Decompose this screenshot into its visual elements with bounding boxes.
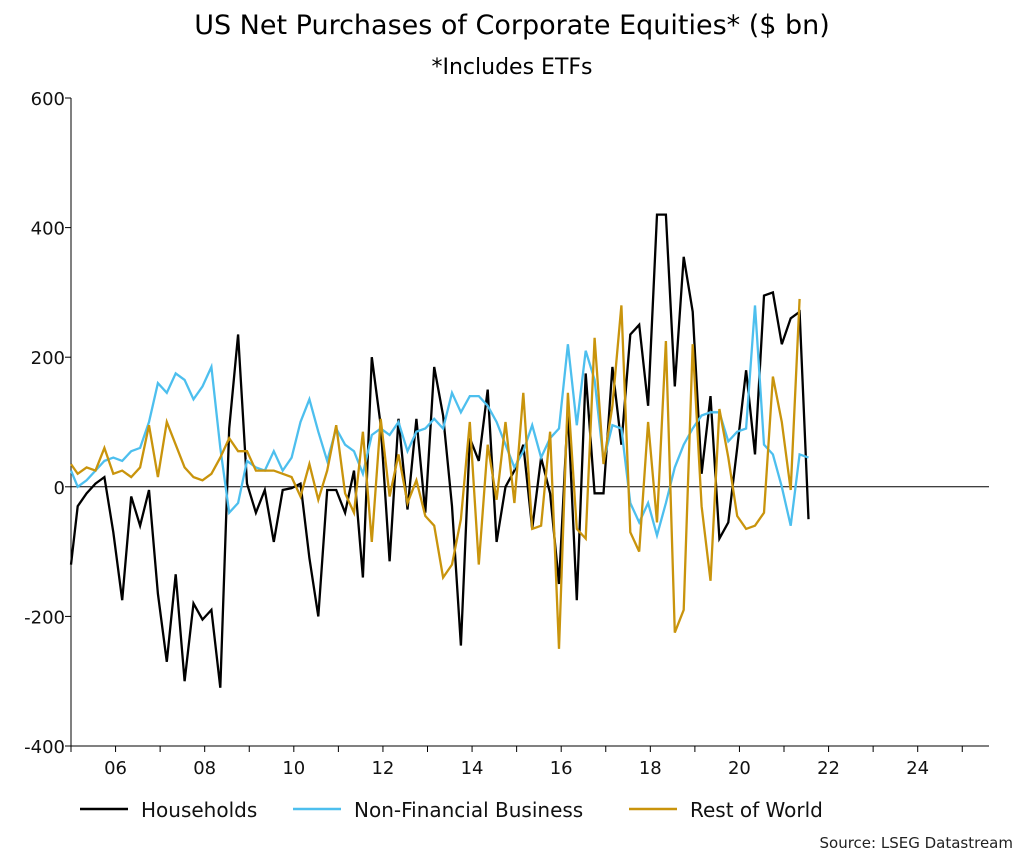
legend: Households Non-Financial Business Rest o…	[80, 798, 823, 822]
y-tick-label: -400	[24, 737, 65, 758]
chart-title: US Net Purchases of Corporate Equities* …	[194, 10, 830, 41]
x-tick-label: 22	[817, 758, 840, 779]
x-tick-label: 14	[461, 758, 484, 779]
y-tick-label: 400	[31, 219, 65, 240]
series-line-households	[69, 213, 810, 688]
legend-label-rest-of-world: Rest of World	[690, 798, 823, 822]
x-tick-label: 08	[193, 758, 216, 779]
legend-label-households: Households	[141, 798, 257, 822]
x-tick-label: 16	[550, 758, 573, 779]
x-tick-label: 12	[371, 758, 394, 779]
source-note: Source: LSEG Datastream	[820, 834, 1013, 852]
series-layer	[69, 213, 810, 688]
x-tick-label: 18	[639, 758, 662, 779]
x-tick-label: 24	[906, 758, 929, 779]
series-line-rest-of-world	[70, 298, 801, 649]
y-tick-label: -200	[24, 607, 65, 628]
y-tick-label: 200	[31, 348, 65, 369]
chart-subtitle: *Includes ETFs	[432, 55, 593, 80]
series-line-non-financial-business	[69, 305, 809, 540]
legend-label-non-financial-business: Non-Financial Business	[354, 798, 583, 822]
y-tick-label: 0	[54, 478, 65, 499]
x-tick-label: 06	[104, 758, 127, 779]
x-tick-label: 10	[282, 758, 305, 779]
x-tick-label: 20	[728, 758, 751, 779]
axes: 600 400 200 0 -200 -400 06 08 10 12 14 16 18 20 22 24	[24, 89, 989, 779]
y-tick-label: 600	[31, 89, 65, 110]
